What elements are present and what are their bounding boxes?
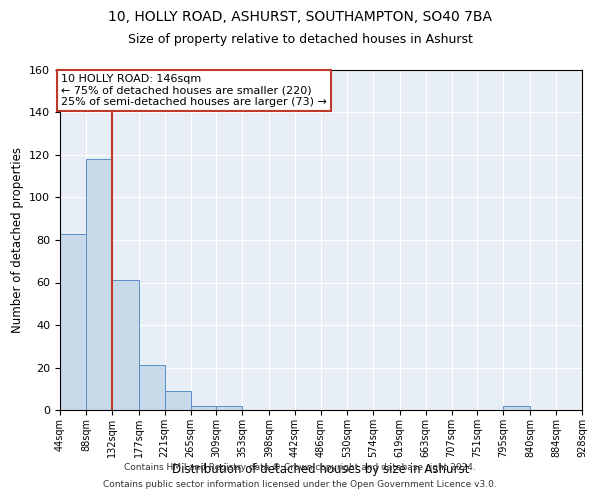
Text: Contains public sector information licensed under the Open Government Licence v3: Contains public sector information licen… [103,480,497,489]
Bar [503,406,530,410]
Text: 10 HOLLY ROAD: 146sqm
← 75% of detached houses are smaller (220)
25% of semi-det: 10 HOLLY ROAD: 146sqm ← 75% of detached … [61,74,327,108]
Bar [60,234,86,410]
Y-axis label: Number of detached properties: Number of detached properties [11,147,23,333]
Text: Size of property relative to detached houses in Ashurst: Size of property relative to detached ho… [128,32,472,46]
Bar [191,406,217,410]
Bar [164,391,191,410]
Bar [86,159,112,410]
Bar [217,406,242,410]
Bar [112,280,139,410]
Text: 10, HOLLY ROAD, ASHURST, SOUTHAMPTON, SO40 7BA: 10, HOLLY ROAD, ASHURST, SOUTHAMPTON, SO… [108,10,492,24]
X-axis label: Distribution of detached houses by size in Ashurst: Distribution of detached houses by size … [172,462,470,475]
Bar [139,366,164,410]
Text: Contains HM Land Registry data © Crown copyright and database right 2024.: Contains HM Land Registry data © Crown c… [124,464,476,472]
